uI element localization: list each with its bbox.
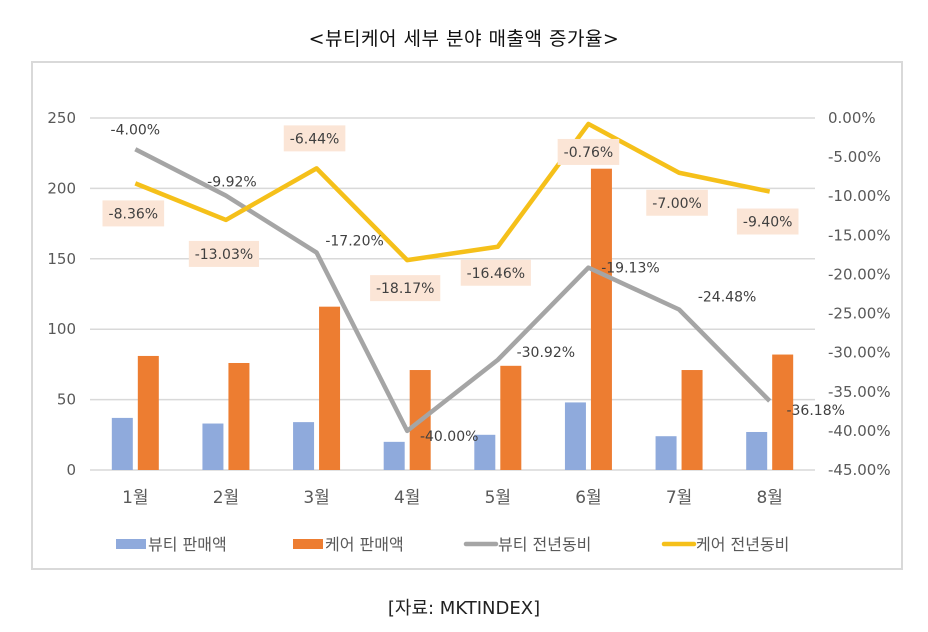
left-axis: 0 50 100 150 200 250 [47,109,76,479]
bar-beauty-sales [383,441,405,470]
beauty-yoy-label: -40.00% [420,429,478,445]
left-axis-tick: 0 [66,461,76,479]
line-care-yoy [134,121,771,263]
bar-care-sales [772,354,794,470]
source-caption: [자료: MKTINDEX] [387,598,541,619]
right-axis-tick: -10.00% [828,187,891,205]
care-yoy-label-box [646,189,708,216]
right-axis-tick: -35.00% [828,383,891,401]
legend-swatch [116,539,146,549]
left-axis-tick: 100 [47,320,76,338]
bar-care-sales [681,370,703,470]
care-yoy-label-box [460,259,531,286]
care-yoy-label: -9.40% [743,215,793,231]
right-axis: 0.00% -5.00% -10.00% -15.00% -20.00% -25.00% -… [828,109,891,479]
legend: 뷰티 판매액 케어 판매액 뷰티 전년동비 케어 전년동비 [116,535,789,554]
care-yoy-label: -0.76% [564,145,614,161]
x-axis-label: 3월 [303,488,329,508]
care-yoy-label: -18.17% [376,281,434,297]
care-yoy-label: -6.44% [290,131,340,147]
beauty-yoy-label: -24.48% [698,289,756,305]
right-axis-tick: -45.00% [828,461,891,479]
bar-beauty-sales [202,423,224,470]
right-axis-tick: -20.00% [828,265,891,283]
bar-beauty-sales [746,431,768,470]
bar-care-sales [590,168,612,471]
left-axis-tick: 200 [47,179,76,197]
care-yoy-label: -8.36% [109,206,159,222]
bar-care-sales [228,362,250,470]
right-axis-tick: -25.00% [828,305,891,323]
x-axis-label: 8월 [756,488,782,508]
legend-label: 뷰티 전년동비 [498,535,591,554]
bar-series [111,168,794,471]
left-axis-tick: 50 [57,391,76,409]
left-axis-tick: 250 [47,109,76,127]
x-axis-label: 2월 [213,488,239,508]
bar-beauty-sales [474,434,496,470]
care-yoy-label: -13.03% [195,247,253,263]
beauty-yoy-label: -17.20% [325,234,383,250]
right-axis-tick: -15.00% [828,226,891,244]
x-axis-label: 6월 [575,488,601,508]
beauty-yoy-label: -9.92% [207,175,257,191]
bar-beauty-sales [655,436,677,470]
legend-label: 뷰티 판매액 [148,535,227,554]
right-axis-tick: 0.00% [828,109,876,127]
care-yoy-label-box [283,125,346,152]
chart-frame [31,61,903,570]
beauty-yoy-label: -4.00% [111,122,161,138]
care-yoy-label-box [736,208,799,235]
care-yoy-label-box [102,200,165,227]
right-axis-tick: -40.00% [828,422,891,440]
bar-beauty-sales [564,402,586,470]
right-axis-tick: -30.00% [828,344,891,362]
line-series [134,121,772,434]
care-yoy-label-box [188,240,260,267]
left-axis-tick: 150 [47,250,76,268]
beauty-yoy-label: -36.18% [786,403,844,419]
care-yoy-label: -16.46% [467,266,525,282]
care-yoy-label: -7.00% [652,196,702,212]
legend-label: 케어 판매액 [325,535,404,554]
care-yoy-label-box [370,275,441,302]
legend-label: 케어 전년동비 [696,535,789,554]
x-axis-label: 5월 [485,488,511,508]
data-labels: -4.00% -9.92% -17.20% -40.00% -30.92% -19.13%… [102,122,845,445]
beauty-yoy-label: -19.13% [601,261,659,277]
chart-title: <뷰티케어 세부 분야 매출액 증가율> [308,28,620,50]
x-axis: 1월 2월 3월 4월 5월 6월 7월 8월 [122,488,783,508]
line-beauty-yoy [134,147,772,434]
x-axis-label: 1월 [122,488,148,508]
x-axis-label: 7월 [666,488,692,508]
bar-beauty-sales [111,417,133,470]
bar-care-sales [500,365,522,470]
legend-swatch [293,539,323,549]
right-axis-tick: -5.00% [828,148,881,166]
beauty-yoy-label: -30.92% [517,345,575,361]
care-yoy-label-box [557,138,620,165]
bar-beauty-sales [293,422,315,470]
bar-care-sales [137,355,159,470]
x-axis-label: 4월 [394,488,420,508]
bar-care-sales [319,306,341,470]
